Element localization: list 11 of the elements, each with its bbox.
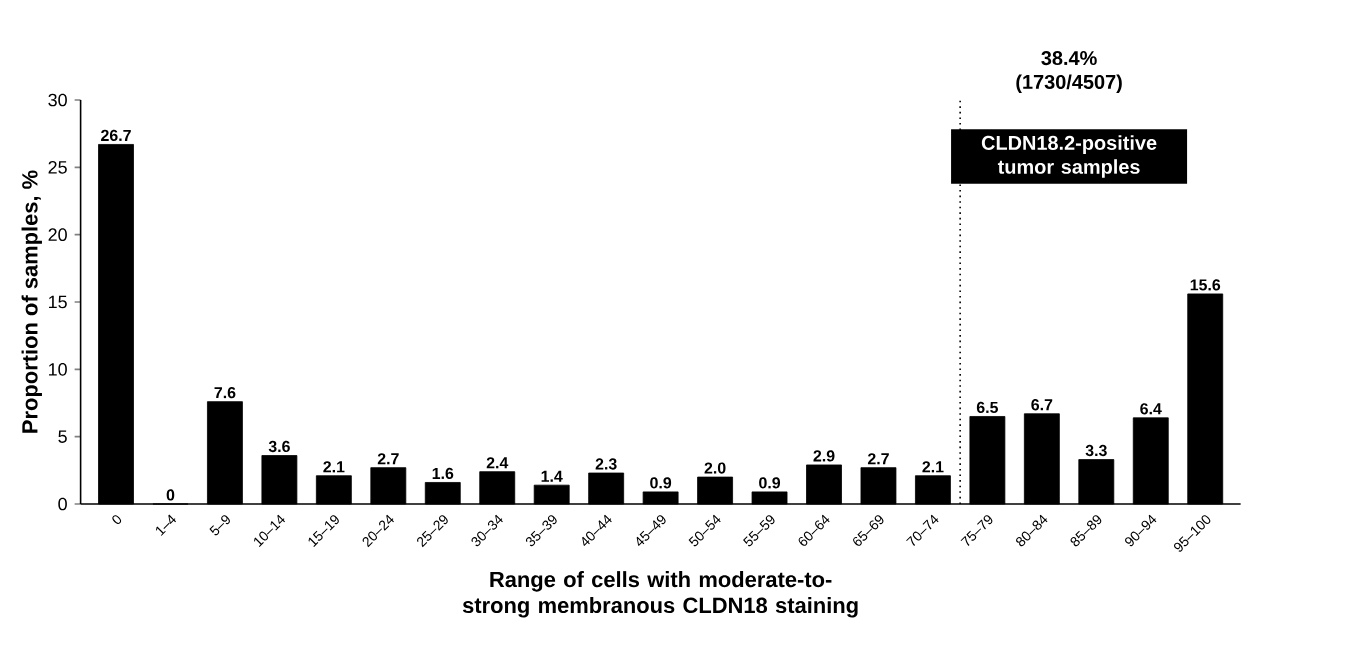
x-axis-title: Range of cells with moderate-to-strong membranous CLDN18 staining bbox=[462, 571, 858, 618]
annotation: CLDN18.2-positive tumor samples bbox=[981, 135, 1157, 178]
y-tick-label: 25 bbox=[48, 160, 67, 174]
y-tick-label: 0 bbox=[58, 497, 67, 511]
y-tick-label: 5 bbox=[58, 430, 67, 443]
y-tick-label: 20 bbox=[48, 228, 67, 242]
text: 38.4% (1730/4507) bbox=[1016, 51, 1122, 93]
y-axis-title: Proportion of samples, % bbox=[21, 170, 42, 433]
y-tick-label: 15 bbox=[49, 295, 67, 309]
y-tick-label: 10 bbox=[49, 362, 67, 376]
y-tick-label: 30 bbox=[48, 93, 67, 107]
